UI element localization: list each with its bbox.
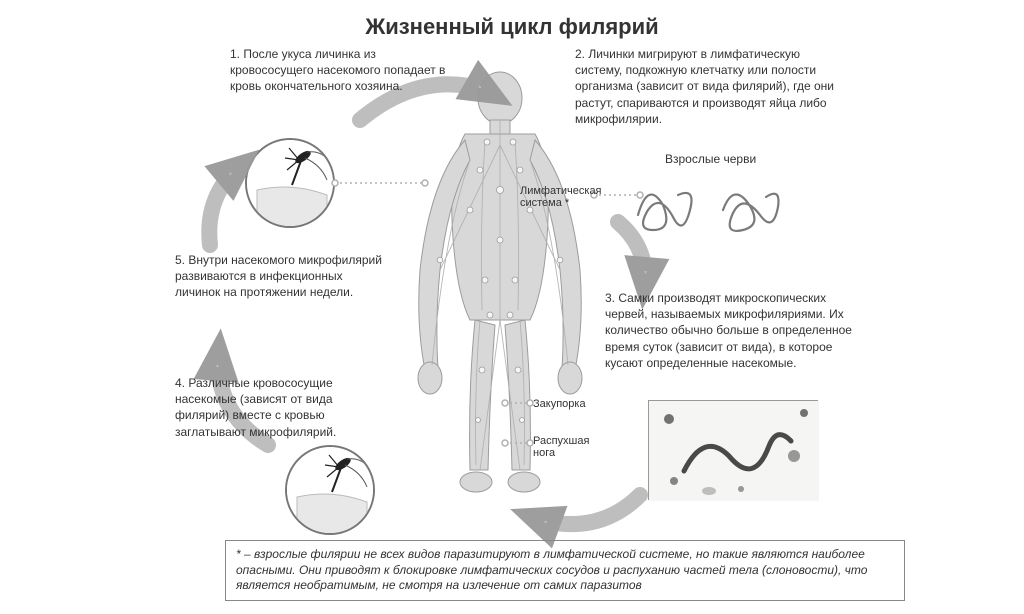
stage-5-text: 5. Внутри насекомого микрофилярий развив… — [175, 252, 385, 301]
blockage-label: Закупорка — [533, 398, 586, 410]
stage-4-text: 4. Различные кровососущие насекомые (зав… — [175, 375, 375, 440]
stage-1-text: 1. После укуса личинка из кровососущего … — [230, 46, 455, 95]
swollen-leg-label: Распухшая нога — [533, 435, 589, 459]
cycle-arrows — [0, 0, 1024, 614]
footnote-box: * – взрослые филярии не всех видов параз… — [225, 540, 905, 601]
adult-worms-label: Взрослые черви — [665, 152, 756, 166]
stage-2-text: 2. Личинки мигрируют в лимфатическую сис… — [575, 46, 840, 127]
stage-3-text: 3. Самки производят микроскопических чер… — [605, 290, 855, 371]
lymph-system-label: Лимфатическая система * — [520, 185, 602, 209]
